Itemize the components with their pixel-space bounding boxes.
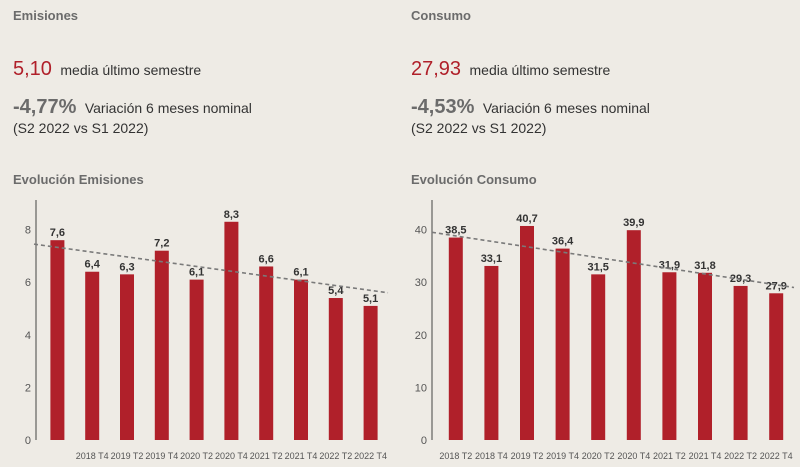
consumo-panel: Consumo 27,93 media último semestre -4,5…: [398, 0, 798, 467]
emisiones-category-label: 2021 T4: [285, 451, 318, 461]
emisiones-category-label: 2019 T2: [111, 451, 144, 461]
emisiones-variation: -4,77% Variación 6 meses nominal: [13, 96, 252, 119]
emisiones-bar[interactable]: [294, 279, 308, 440]
emisiones-bar[interactable]: [154, 250, 169, 440]
consumo-bar[interactable]: [733, 285, 748, 440]
consumo-data-label: 31,8: [694, 260, 715, 272]
emisiones-title: Emisiones: [13, 8, 79, 23]
consumo-data-label: 38,5: [445, 225, 466, 237]
consumo-average-label: media último semestre: [469, 62, 611, 78]
emisiones-category-label: 2022 T2: [319, 451, 352, 461]
emisiones-y-tick-label: 4: [25, 330, 31, 342]
consumo-category-label: 2022 T2: [724, 451, 757, 461]
emisiones-category-label: 2019 T4: [145, 451, 178, 461]
consumo-bar[interactable]: [662, 272, 677, 440]
consumo-variation-value: -4,53%: [411, 96, 475, 118]
consumo-variation: -4,53% Variación 6 meses nominal: [411, 96, 650, 119]
consumo-data-label: 33,1: [481, 253, 502, 265]
emisiones-chart-title: Evolución Emisiones: [13, 172, 144, 187]
consumo-bar[interactable]: [769, 293, 784, 440]
emisiones-comparison: (S2 2022 vs S1 2022): [13, 120, 149, 136]
consumo-bar[interactable]: [591, 274, 606, 440]
consumo-data-label: 40,7: [516, 213, 537, 225]
consumo-data-label: 36,4: [552, 236, 574, 248]
emisiones-data-label: 6,1: [293, 267, 308, 279]
emisiones-data-label: 5,1: [363, 293, 378, 305]
emisiones-y-tick-label: 0: [25, 435, 31, 447]
consumo-category-label: 2020 T2: [582, 451, 615, 461]
emisiones-category-label: 2020 T4: [215, 451, 248, 461]
emisiones-category-label: 2020 T2: [180, 451, 213, 461]
emisiones-chart: 0 2 4 6 8 7,6 6,4 2018 T4 6,3 2019 T2 7,2 2019 T4 6,…: [25, 200, 389, 461]
emisiones-trendline: [33, 243, 389, 294]
consumo-y-tick-label: 20: [415, 330, 427, 342]
emisiones-data-label: 6,6: [259, 253, 274, 265]
emisiones-bar[interactable]: [189, 279, 204, 440]
consumo-chart: 0 10 20 30 40 38,5 2018 T2 33,1 2018 T4 40,7 2019 …: [415, 200, 795, 461]
consumo-bar[interactable]: [626, 230, 641, 440]
consumo-chart-title: Evolución Consumo: [411, 172, 537, 187]
emisiones-data-label: 7,6: [50, 227, 65, 239]
emisiones-bar[interactable]: [224, 221, 239, 440]
consumo-category-label: 2019 T4: [546, 451, 579, 461]
emisiones-bar[interactable]: [120, 274, 134, 440]
consumo-bar[interactable]: [555, 248, 570, 440]
consumo-bar[interactable]: [448, 237, 463, 440]
consumo-title: Consumo: [411, 8, 471, 23]
emisiones-bar[interactable]: [328, 298, 343, 440]
consumo-category-label: 2022 T4: [760, 451, 793, 461]
emisiones-category-label: 2022 T4: [354, 451, 387, 461]
consumo-bar[interactable]: [520, 225, 534, 440]
emisiones-average-value: 5,10: [13, 58, 52, 80]
consumo-y-tick-label: 40: [415, 225, 427, 237]
consumo-data-label: 27,9: [765, 280, 786, 292]
consumo-bar[interactable]: [484, 265, 499, 440]
emisiones-data-label: 8,3: [224, 209, 239, 221]
consumo-average-value: 27,93: [411, 58, 462, 80]
consumo-data-label: 39,9: [623, 217, 644, 229]
emisiones-bar[interactable]: [259, 266, 274, 440]
consumo-y-tick-label: 0: [421, 435, 427, 447]
consumo-category-label: 2018 T4: [475, 451, 508, 461]
emisiones-variation-label: Variación 6 meses nominal: [84, 100, 252, 116]
emisiones-category-label: 2018 T4: [76, 451, 109, 461]
consumo-category-label: 2019 T2: [511, 451, 544, 461]
consumo-data-label: 29,3: [730, 273, 751, 285]
emisiones-data-label: 7,2: [154, 238, 169, 250]
emisiones-average-label: media último semestre: [60, 62, 202, 78]
emisiones-data-label: 5,4: [328, 285, 344, 297]
emisiones-data-label: 6,1: [189, 267, 204, 279]
emisiones-panel: Emisiones 5,10 media último semestre -4,…: [13, 8, 389, 461]
emisiones-y-tick-label: 8: [25, 225, 31, 237]
consumo-variation-label: Variación 6 meses nominal: [482, 100, 650, 116]
consumo-category-label: 2021 T2: [653, 451, 686, 461]
emisiones-bar[interactable]: [85, 271, 100, 440]
emisiones-data-label: 6,4: [85, 259, 101, 271]
consumo-average: 27,93 media último semestre: [411, 58, 610, 81]
consumo-y-tick-label: 10: [415, 382, 427, 394]
emisiones-category-label: 2021 T2: [250, 451, 283, 461]
consumo-comparison: (S2 2022 vs S1 2022): [411, 120, 547, 136]
emisiones-y-tick-label: 6: [25, 277, 31, 289]
emisiones-y-tick-label: 2: [25, 382, 31, 394]
emisiones-average: 5,10 media último semestre: [13, 58, 201, 81]
consumo-category-label: 2021 T4: [689, 451, 722, 461]
emisiones-variation-value: -4,77%: [13, 96, 77, 118]
consumo-y-tick-label: 30: [415, 277, 427, 289]
emisiones-bar[interactable]: [363, 305, 378, 440]
consumo-trendline: [431, 231, 795, 289]
consumo-data-label: 31,5: [587, 261, 608, 273]
emisiones-data-label: 6,3: [119, 261, 134, 273]
emisiones-bar[interactable]: [50, 240, 65, 440]
consumo-category-label: 2018 T2: [439, 451, 472, 461]
consumo-category-label: 2020 T4: [617, 451, 650, 461]
consumo-bar[interactable]: [698, 272, 712, 440]
